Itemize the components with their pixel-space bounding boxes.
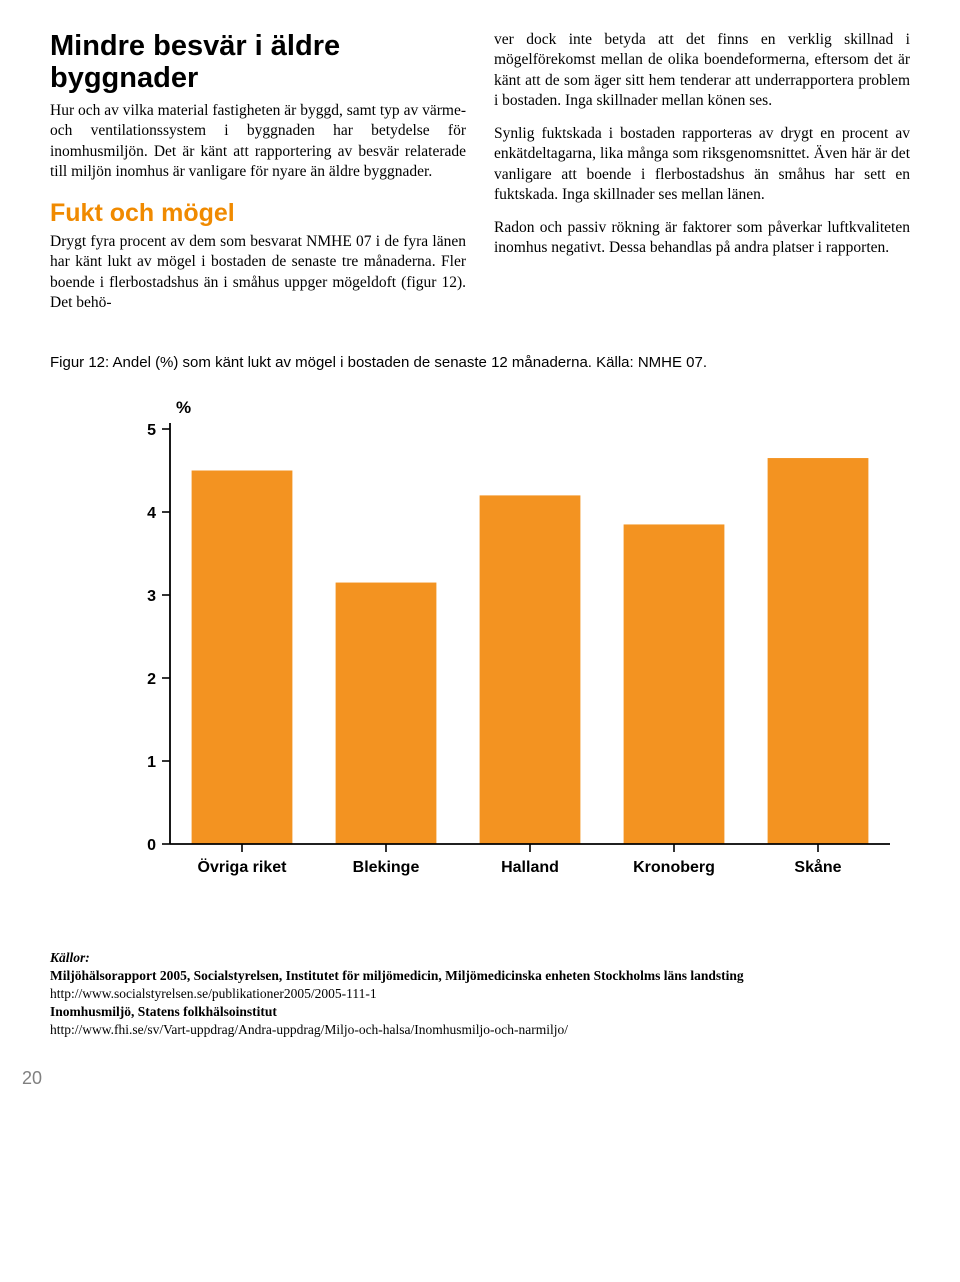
svg-text:0: 0 (147, 837, 156, 854)
para-right-3: Radon och passiv rökning är faktorer som… (494, 218, 910, 259)
svg-text:4: 4 (147, 505, 156, 522)
para-left-1: Hur och av vilka material fastigheten är… (50, 101, 466, 183)
bar-chart: % 0 1 2 3 4 5 Övriga riket Blekinge Halland Kronob… (110, 389, 910, 899)
source-1-title: Miljöhälsorapport 2005, Socialstyrelsen,… (50, 967, 910, 985)
sources-heading: Källor: (50, 949, 910, 967)
source-1-url: http://www.socialstyrelsen.se/publikatio… (50, 985, 910, 1003)
figure-caption: Figur 12: Andel (%) som känt lukt av mög… (50, 354, 910, 371)
svg-text:Övriga riket: Övriga riket (198, 857, 288, 876)
heading-fukt-mogel: Fukt och mögel (50, 199, 466, 228)
svg-text:3: 3 (147, 588, 156, 605)
right-column: ver dock inte betyda att det finns en ve… (494, 30, 910, 314)
source-2-url: http://www.fhi.se/sv/Vart-uppdrag/Andra-… (50, 1021, 910, 1039)
para-left-2: Drygt fyra procent av dem som besvarat N… (50, 232, 466, 314)
source-2-title: Inomhusmiljö, Statens folkhälsoinstitut (50, 1003, 910, 1021)
svg-text:%: % (176, 398, 191, 417)
svg-text:5: 5 (147, 422, 156, 439)
heading-mindre-besvar: Mindre besvär i äldre byggnader (50, 30, 466, 95)
text-columns: Mindre besvär i äldre byggnader Hur och … (50, 30, 910, 314)
svg-text:2: 2 (147, 671, 156, 688)
svg-text:Blekinge: Blekinge (353, 859, 420, 876)
sources-block: Källor: Miljöhälsorapport 2005, Socialst… (50, 949, 910, 1040)
bar-chart-svg: % 0 1 2 3 4 5 Övriga riket Blekinge Halland Kronob… (110, 389, 900, 899)
svg-text:1: 1 (147, 754, 156, 771)
para-right-2: Synlig fuktskada i bostaden rapporteras … (494, 124, 910, 206)
para-right-1: ver dock inte betyda att det finns en ve… (494, 30, 910, 112)
svg-text:Kronoberg: Kronoberg (633, 859, 715, 876)
svg-text:Skåne: Skåne (794, 858, 841, 876)
svg-text:Halland: Halland (501, 859, 559, 876)
left-column: Mindre besvär i äldre byggnader Hur och … (50, 30, 466, 314)
page-number: 20 (22, 1068, 910, 1089)
